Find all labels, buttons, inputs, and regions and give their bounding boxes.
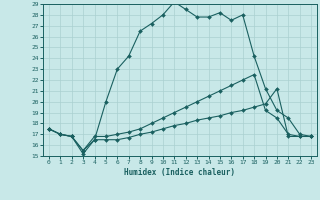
X-axis label: Humidex (Indice chaleur): Humidex (Indice chaleur) <box>124 168 236 177</box>
